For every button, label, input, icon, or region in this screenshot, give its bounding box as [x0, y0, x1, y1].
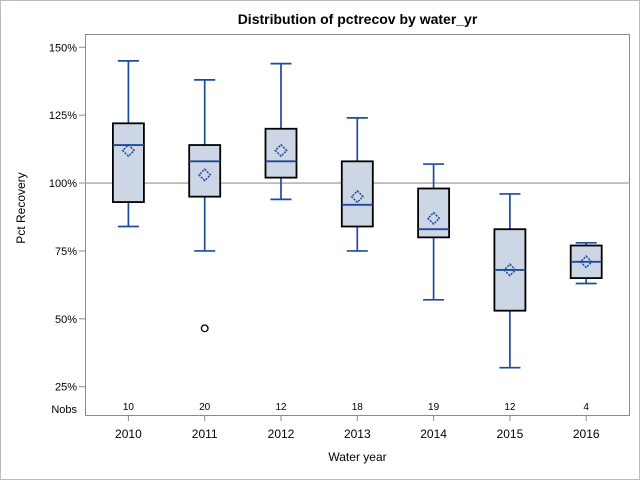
- y-tick-label: 25%: [55, 382, 77, 394]
- boxplot-2012: [264, 62, 298, 201]
- nobs-value: 12: [275, 402, 287, 413]
- iqr-box: [112, 122, 145, 203]
- x-tick-label: 2012: [268, 427, 295, 441]
- outlier-point: [200, 324, 209, 333]
- mean-diamond: [197, 168, 212, 182]
- x-tick-label: 2015: [497, 427, 524, 441]
- y-tick-label: 150%: [49, 42, 77, 54]
- x-tick-label: 2013: [344, 427, 371, 441]
- nobs-value: 20: [199, 402, 211, 413]
- boxplot-2016: [569, 241, 603, 285]
- nobs-value: 4: [583, 402, 589, 413]
- boxplot-2013: [340, 117, 374, 252]
- iqr-box: [188, 144, 222, 198]
- boxplot-2011: [188, 79, 222, 333]
- nobs-value: 18: [352, 402, 364, 413]
- chart-title: Distribution of pctrecov by water_yr: [237, 11, 478, 27]
- x-tick-label: 2011: [192, 427, 218, 441]
- x-axis-title: Water year: [328, 450, 387, 464]
- y-tick-label: 100%: [49, 178, 77, 190]
- nobs-value: 19: [428, 402, 440, 413]
- y-tick-label: 125%: [49, 110, 77, 122]
- x-tick-label: 2016: [573, 427, 600, 441]
- mean-diamond: [579, 255, 593, 269]
- mean-diamond: [503, 263, 517, 277]
- mean-diamond: [121, 143, 136, 158]
- y-tick-label: 50%: [55, 314, 77, 326]
- iqr-box: [340, 160, 374, 228]
- nobs-value: 10: [123, 402, 135, 413]
- boxplot-2014: [417, 163, 451, 301]
- y-tick-label: 75%: [55, 246, 77, 258]
- x-tick-label: 2014: [420, 427, 447, 441]
- mean-diamond: [350, 189, 365, 204]
- boxplot-2015: [493, 193, 527, 369]
- nobs-axis-label: Nobs: [51, 404, 77, 416]
- mean-diamond: [274, 143, 288, 158]
- nobs-value: 12: [504, 402, 516, 413]
- boxplot-2010: [112, 60, 145, 228]
- iqr-box: [264, 127, 298, 179]
- x-tick-label: 2010: [115, 427, 142, 441]
- mean-diamond: [426, 211, 441, 226]
